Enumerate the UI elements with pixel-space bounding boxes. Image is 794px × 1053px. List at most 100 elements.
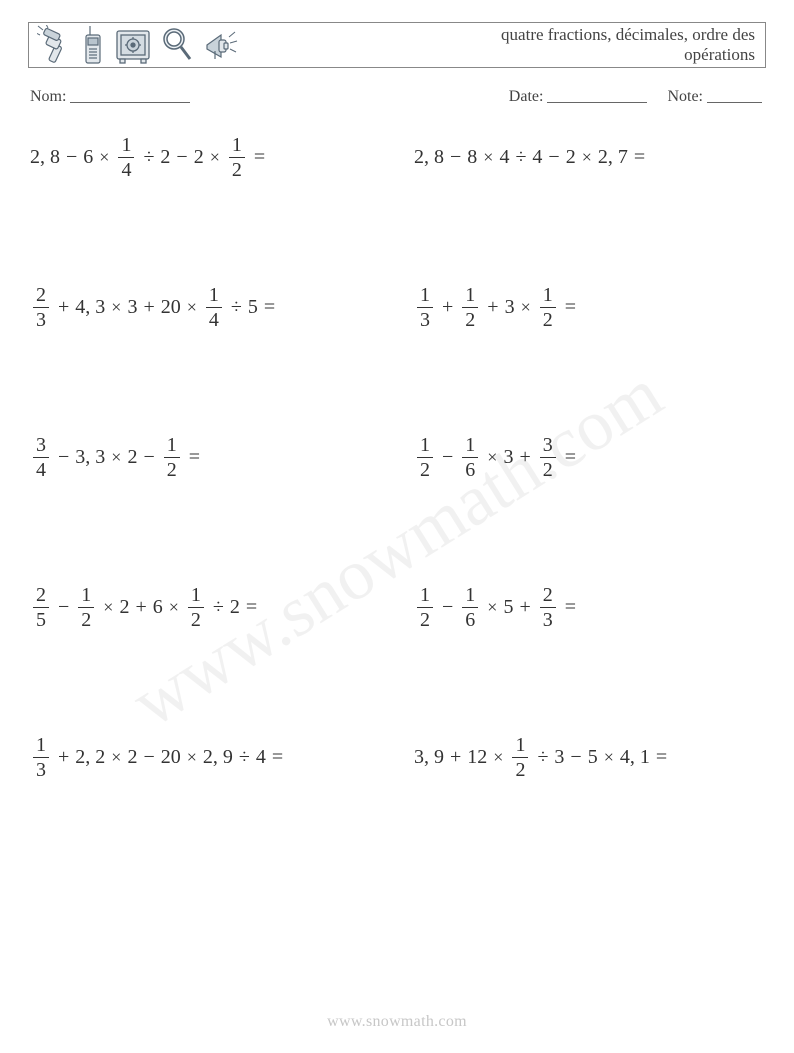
number: 3 — [127, 296, 137, 319]
fraction-bar — [512, 757, 528, 758]
operator-times: × — [487, 597, 497, 618]
operator-plus: + — [442, 296, 453, 319]
fraction-denominator: 2 — [540, 309, 556, 331]
fraction-numerator: 1 — [462, 584, 478, 606]
operator-equals: = — [264, 296, 275, 319]
number: 6 — [153, 596, 163, 619]
operator-minus: − — [58, 596, 69, 619]
fraction-denominator: 5 — [33, 609, 49, 631]
operator-plus: + — [487, 296, 498, 319]
fraction-denominator: 2 — [78, 609, 94, 631]
operator-minus: − — [548, 146, 559, 169]
fraction-numerator: 2 — [540, 584, 556, 606]
operator-plus: + — [519, 446, 530, 469]
fraction-denominator: 2 — [462, 309, 478, 331]
safe-icon — [115, 25, 151, 65]
operator-plus: + — [58, 746, 69, 769]
operator-plus: + — [519, 596, 530, 619]
flashlight-icon — [37, 25, 71, 65]
fraction: 12 — [417, 434, 433, 481]
title-line-2: opérations — [684, 45, 755, 64]
number: 2, 2 — [75, 746, 105, 769]
number: 5 — [588, 746, 598, 769]
fraction-numerator: 2 — [33, 284, 49, 306]
worksheet-title: quatre fractions, décimales, ordre des o… — [501, 25, 755, 64]
fraction-numerator: 3 — [540, 434, 556, 456]
fraction-bar — [206, 307, 222, 308]
number: 2, 8 — [414, 146, 444, 169]
operator-minus: − — [450, 146, 461, 169]
number: 4 — [256, 746, 266, 769]
number: 3 — [505, 296, 515, 319]
operator-times: × — [99, 147, 109, 168]
fraction-bar — [188, 607, 204, 608]
operator-minus: − — [143, 446, 154, 469]
operator-times: × — [187, 747, 197, 768]
fraction-bar — [417, 307, 433, 308]
fraction-denominator: 2 — [188, 609, 204, 631]
fraction-bar — [540, 607, 556, 608]
date-label: Date: — [509, 88, 544, 105]
fraction-numerator: 1 — [188, 584, 204, 606]
fraction-numerator: 1 — [417, 434, 433, 456]
fraction-denominator: 4 — [33, 459, 49, 481]
header-icon-row — [37, 25, 239, 65]
fraction-numerator: 1 — [540, 284, 556, 306]
fraction-denominator: 3 — [417, 309, 433, 331]
fraction-bar — [540, 457, 556, 458]
fraction-denominator: 2 — [229, 159, 245, 181]
fraction-bar — [462, 307, 478, 308]
number: 4, 1 — [620, 746, 650, 769]
operator-plus: + — [58, 296, 69, 319]
fraction-numerator: 1 — [512, 734, 528, 756]
operator-equals: = — [189, 446, 200, 469]
fraction-denominator: 2 — [417, 609, 433, 631]
operator-equals: = — [565, 596, 576, 619]
problem-3: 23+4, 3×3+20×14÷5= — [30, 282, 378, 332]
number: 4 — [499, 146, 509, 169]
fraction: 12 — [462, 284, 478, 331]
operator-equals: = — [246, 596, 257, 619]
magnifier-icon — [161, 25, 193, 65]
number: 4 — [532, 146, 542, 169]
problem-1: 2, 8−6×14÷2−2×12= — [30, 132, 378, 182]
fraction-bar — [78, 607, 94, 608]
fraction: 12 — [417, 584, 433, 631]
number: 3, 3 — [75, 446, 105, 469]
number: 2, 8 — [30, 146, 60, 169]
fraction-bar — [229, 157, 245, 158]
fraction-numerator: 2 — [33, 584, 49, 606]
fraction: 12 — [78, 584, 94, 631]
fraction-bar — [540, 307, 556, 308]
operator-divide: ÷ — [515, 146, 526, 169]
number: 20 — [161, 296, 181, 319]
fraction-bar — [164, 457, 180, 458]
note-label: Note: — [667, 88, 703, 105]
number: 2, 9 — [203, 746, 233, 769]
name-blank — [70, 88, 190, 103]
fraction-denominator: 2 — [512, 759, 528, 781]
operator-times: × — [487, 447, 497, 468]
fraction-denominator: 2 — [417, 459, 433, 481]
number: 3, 9 — [414, 746, 444, 769]
number: 5 — [248, 296, 258, 319]
fraction-denominator: 3 — [33, 759, 49, 781]
number: 5 — [503, 596, 513, 619]
fraction-denominator: 6 — [462, 609, 478, 631]
operator-plus: + — [143, 296, 154, 319]
fraction: 14 — [118, 134, 134, 181]
fraction-numerator: 1 — [417, 284, 433, 306]
date-note-group: Date: Note: — [509, 86, 762, 106]
fraction-numerator: 1 — [118, 134, 134, 156]
problem-9: 13+2, 2×2−20×2, 9÷4= — [30, 732, 378, 782]
fraction: 23 — [540, 584, 556, 631]
fraction: 23 — [33, 284, 49, 331]
fraction: 32 — [540, 434, 556, 481]
fraction-numerator: 1 — [206, 284, 222, 306]
problem-7: 25−12×2+6×12÷2= — [30, 582, 378, 632]
fraction-numerator: 3 — [33, 434, 49, 456]
fraction: 16 — [462, 584, 478, 631]
number: 8 — [467, 146, 477, 169]
operator-times: × — [493, 747, 503, 768]
problem-5: 34−3, 3×2−12= — [30, 432, 378, 482]
